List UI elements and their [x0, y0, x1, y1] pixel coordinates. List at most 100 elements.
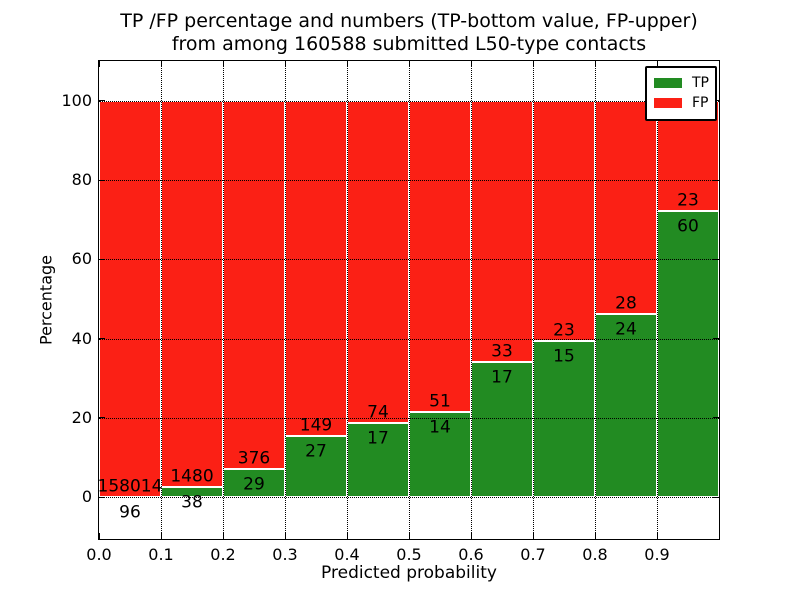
- vertical-gridline: [657, 61, 658, 539]
- bar-fp-segment: [595, 100, 657, 315]
- bar-tp-segment: [595, 314, 657, 497]
- y-tick-label: 80: [71, 170, 92, 190]
- bar-fp-segment: [285, 100, 347, 437]
- x-tick-label: 0.8: [582, 545, 608, 564]
- x-tick-mark: [346, 61, 348, 67]
- y-tick-mark: [713, 338, 719, 340]
- fp-count-label: 28: [615, 293, 637, 314]
- y-tick-label: 100: [61, 90, 92, 110]
- x-tick-label: 0.7: [520, 545, 546, 564]
- tp-count-label: 27: [305, 441, 327, 462]
- y-tick-mark: [99, 496, 105, 498]
- bar-fp-segment: [347, 100, 409, 424]
- y-tick-label: 20: [71, 407, 92, 427]
- y-tick-mark: [713, 496, 719, 498]
- x-tick-mark: [594, 61, 596, 67]
- tp-count-label: 96: [119, 502, 141, 523]
- fp-count-label: 158014: [97, 476, 163, 497]
- x-tick-mark: [160, 61, 162, 67]
- tp-color-swatch: [654, 78, 682, 88]
- tp-count-label: 15: [553, 346, 575, 367]
- x-tick-label: 0.4: [334, 545, 360, 564]
- bar-tp-segment: [285, 436, 347, 497]
- fp-count-label: 23: [677, 190, 699, 211]
- y-tick-mark: [99, 179, 105, 181]
- tp-count-label: 24: [615, 319, 637, 340]
- x-tick-label: 0.2: [210, 545, 236, 564]
- chart-title-line2: from among 160588 submitted L50-type con…: [171, 33, 647, 55]
- fp-count-label: 149: [299, 415, 333, 436]
- x-tick-mark: [594, 533, 596, 539]
- bar-fp-segment: [533, 100, 595, 341]
- x-tick-mark: [470, 533, 472, 539]
- y-tick-mark: [99, 338, 105, 340]
- tp-count-label: 17: [367, 428, 389, 449]
- vertical-gridline: [471, 61, 472, 539]
- x-tick-mark: [470, 61, 472, 67]
- legend: TP FP: [645, 66, 717, 121]
- y-tick-mark: [99, 100, 105, 102]
- x-tick-label: 0.3: [272, 545, 298, 564]
- tp-count-label: 29: [243, 474, 265, 495]
- x-tick-mark: [160, 533, 162, 539]
- legend-label-tp: TP: [692, 75, 709, 91]
- legend-item-fp: FP: [654, 93, 709, 113]
- tp-count-label: 17: [491, 367, 513, 388]
- bar-tp-segment: [409, 411, 471, 497]
- x-tick-mark: [98, 533, 100, 539]
- vertical-gridline: [595, 61, 596, 539]
- x-tick-label: 0.1: [148, 545, 174, 564]
- x-tick-mark: [408, 61, 410, 67]
- vertical-gridline: [347, 61, 348, 539]
- x-tick-mark: [656, 61, 658, 67]
- x-tick-mark: [532, 61, 534, 67]
- fp-count-label: 74: [367, 402, 389, 423]
- fp-count-label: 376: [237, 448, 271, 469]
- fp-color-swatch: [654, 98, 682, 108]
- x-tick-label: 0.0: [86, 545, 112, 564]
- x-tick-mark: [284, 61, 286, 67]
- plot-area: [98, 60, 720, 540]
- tp-count-label: 14: [429, 417, 451, 438]
- bar-tp-segment: [471, 362, 533, 497]
- bar-tp-segment: [657, 210, 719, 498]
- x-tick-label: 0.6: [458, 545, 484, 564]
- vertical-gridline: [285, 61, 286, 539]
- x-tick-mark: [98, 61, 100, 67]
- y-tick-label: 40: [71, 328, 92, 348]
- x-tick-mark: [532, 533, 534, 539]
- bar-fp-segment: [471, 100, 533, 363]
- bar-fp-segment: [99, 100, 161, 497]
- x-tick-mark: [346, 533, 348, 539]
- fp-count-label: 23: [553, 320, 575, 341]
- x-tick-mark: [284, 533, 286, 539]
- bar-fp-segment: [161, 100, 223, 488]
- y-tick-mark: [713, 417, 719, 419]
- bar-fp-segment: [409, 100, 471, 412]
- vertical-gridline: [161, 61, 162, 539]
- y-tick-mark: [99, 258, 105, 260]
- fp-count-label: 33: [491, 341, 513, 362]
- tp-count-label: 38: [181, 492, 203, 513]
- y-tick-label: 60: [71, 249, 92, 269]
- bar-fp-segment: [223, 100, 285, 469]
- bar-tp-segment: [347, 423, 409, 497]
- y-tick-label: 0: [81, 487, 92, 507]
- x-axis-label: Predicted probability: [321, 563, 497, 583]
- x-tick-mark: [656, 533, 658, 539]
- vertical-gridline: [533, 61, 534, 539]
- y-tick-mark: [99, 417, 105, 419]
- vertical-gridline: [409, 61, 410, 539]
- chart-title-line1: TP /FP percentage and numbers (TP-bottom…: [120, 10, 698, 32]
- fp-count-label: 51: [429, 391, 451, 412]
- vertical-gridline: [223, 61, 224, 539]
- fp-count-label: 1480: [170, 466, 214, 487]
- x-tick-label: 0.5: [396, 545, 422, 564]
- x-tick-mark: [222, 61, 224, 67]
- legend-label-fp: FP: [692, 95, 709, 111]
- y-tick-mark: [713, 258, 719, 260]
- bar-tp-segment: [533, 340, 595, 497]
- x-tick-mark: [408, 533, 410, 539]
- y-tick-mark: [713, 179, 719, 181]
